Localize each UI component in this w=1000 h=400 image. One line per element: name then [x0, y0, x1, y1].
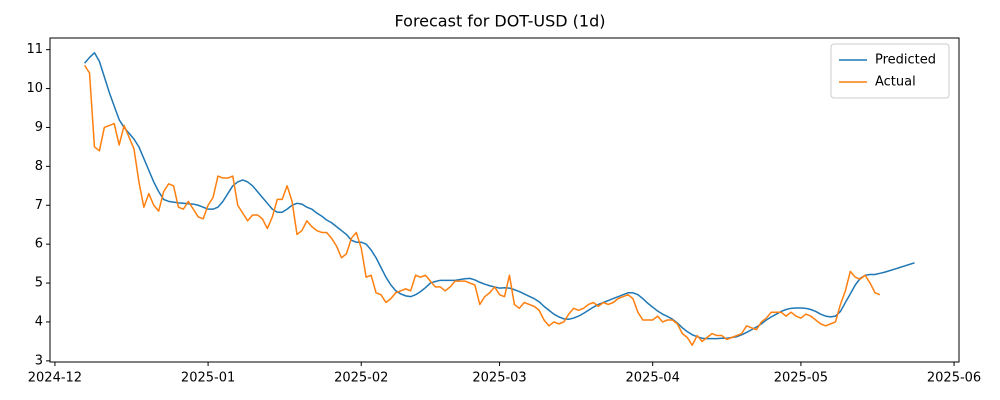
y-tick-label: 8 [35, 159, 43, 174]
y-tick-label: 9 [35, 120, 43, 135]
x-tick-label: 2025-06 [927, 371, 981, 386]
x-tick-label: 2025-03 [472, 371, 526, 386]
y-tick-label: 3 [35, 353, 43, 368]
x-tick-label: 2024-12 [28, 371, 82, 386]
legend-label: Predicted [875, 53, 936, 68]
y-tick-label: 5 [35, 276, 43, 291]
x-tick-label: 2025-02 [334, 371, 388, 386]
x-tick-label: 2025-05 [774, 371, 828, 386]
y-tick-label: 7 [35, 198, 43, 213]
legend: Predicted Actual [830, 43, 950, 99]
y-tick-label: 6 [35, 237, 43, 252]
series-line [83, 64, 881, 347]
legend-label: Actual [875, 75, 916, 90]
y-tick-label: 4 [35, 314, 43, 329]
legend-box [830, 43, 950, 99]
series-line [84, 52, 915, 340]
chart-title: Forecast for DOT-USD (1d) [395, 12, 606, 31]
y-tick-label: 11 [26, 42, 43, 57]
plot-frame [49, 37, 960, 363]
x-tick-label: 2025-04 [626, 371, 680, 386]
x-tick-label: 2025-01 [181, 371, 235, 386]
y-tick-label: 10 [26, 81, 43, 96]
